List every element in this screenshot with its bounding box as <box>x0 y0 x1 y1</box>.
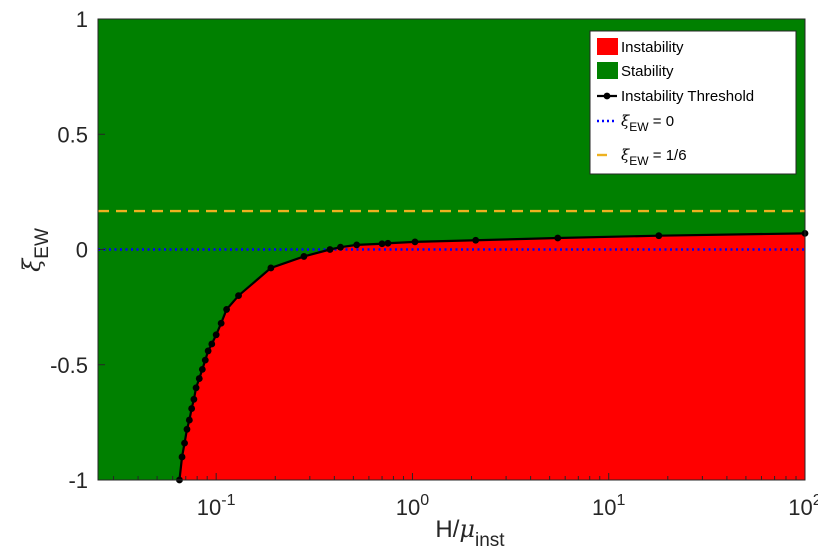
legend-label: Instability Threshold <box>621 88 754 105</box>
threshold-markers <box>176 229 809 484</box>
x-axis-label-greek: μ <box>459 515 475 543</box>
threshold-point <box>181 439 188 447</box>
y-tick-label: 0.5 <box>57 122 88 147</box>
threshold-point <box>183 425 191 433</box>
threshold-point <box>554 234 562 242</box>
y-axis-label: ξEW <box>18 228 53 272</box>
threshold-point <box>326 246 334 253</box>
threshold-point <box>235 292 242 299</box>
svg-text:ξEW: ξEW <box>18 228 53 272</box>
legend: Instability Stability Instability Threshol… <box>589 30 797 175</box>
instability-region <box>179 233 805 480</box>
x-axis-label-main: H/ <box>435 516 459 543</box>
threshold-point <box>267 264 275 272</box>
legend-box <box>589 30 797 175</box>
threshold-point <box>411 238 419 246</box>
legend-label: ξEW = 0 <box>621 112 674 134</box>
threshold-point <box>198 365 206 373</box>
threshold-point <box>208 340 216 348</box>
threshold-point <box>185 416 193 424</box>
legend-swatch <box>597 38 618 55</box>
legend-label: ξEW = 1/6 <box>621 146 687 168</box>
y-tick-label: -0.5 <box>50 353 88 378</box>
y-axis-label-sub: EW <box>32 228 53 259</box>
threshold-point <box>337 243 344 251</box>
threshold-point <box>655 232 663 240</box>
x-axis-label: H/μinst <box>435 515 505 551</box>
threshold-point <box>201 356 209 364</box>
threshold-point <box>300 253 308 260</box>
x-tick-label: 100 <box>396 492 429 520</box>
y-axis-ticks: 1 0.5 0 -0.5 -1 <box>50 7 105 493</box>
x-tick-label: 10-1 <box>197 492 236 520</box>
x-axis-ticks: 10-1 100 101 102 <box>113 473 818 520</box>
y-axis-label-greek: ξ <box>18 257 46 272</box>
threshold-point <box>384 239 392 247</box>
threshold-point <box>223 306 230 313</box>
threshold-point <box>178 453 186 461</box>
legend-label: Instability <box>621 39 684 56</box>
threshold-point <box>212 331 220 339</box>
threshold-point <box>472 236 480 244</box>
threshold-point <box>188 405 196 412</box>
legend-marker <box>603 92 611 100</box>
x-tick-label: 102 <box>788 492 818 520</box>
threshold-point <box>353 241 361 249</box>
x-tick-label: 101 <box>592 492 625 520</box>
y-tick-label: 1 <box>76 7 88 32</box>
threshold-point <box>190 395 198 403</box>
threshold-point <box>217 319 225 327</box>
threshold-point <box>204 347 212 355</box>
threshold-point <box>195 375 203 382</box>
threshold-point <box>378 240 386 248</box>
threshold-point <box>192 384 200 392</box>
legend-swatch <box>597 62 618 79</box>
y-tick-label: -1 <box>68 468 88 493</box>
y-tick-label: 0 <box>76 238 88 263</box>
x-axis-label-sub: inst <box>475 530 505 551</box>
legend-label: Stability <box>621 63 674 80</box>
